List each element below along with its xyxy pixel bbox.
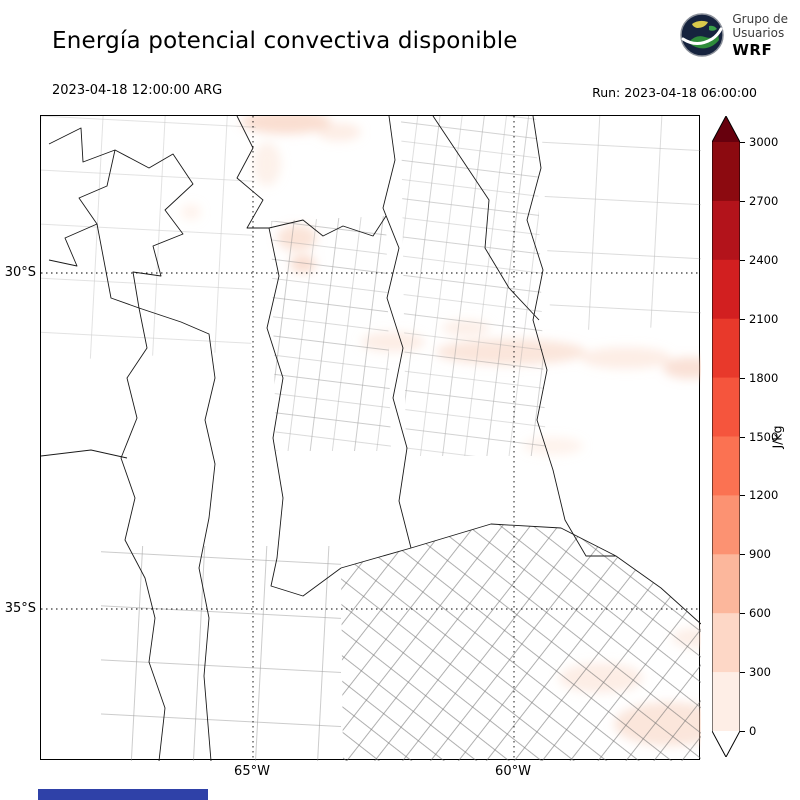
logo-text-line1: Grupo de <box>732 12 788 26</box>
colorbar-tick-label: 1500 <box>739 429 779 444</box>
x-tick-60w: 60°W <box>495 764 531 779</box>
colorbar-tick-label: 1800 <box>739 370 779 385</box>
colorbar-tick-label: 0 <box>739 724 757 738</box>
colorbar-tick-label: 600 <box>740 606 771 621</box>
department-boundaries <box>41 116 701 761</box>
wrf-users-group-logo: Grupo de Usuarios WRF <box>679 12 788 59</box>
footer-bar <box>38 789 208 800</box>
colorbar-tick-label: 900 <box>740 547 771 562</box>
colorbar-tick-label: 300 <box>740 665 771 680</box>
map-plot <box>41 116 701 761</box>
colorbar-segment <box>712 318 740 379</box>
logo-text-wrf: WRF <box>732 40 773 59</box>
globe-icon <box>680 13 725 58</box>
colorbar-segment <box>712 613 740 673</box>
logo-text: Grupo de Usuarios WRF <box>732 12 788 59</box>
colorbar-segment <box>712 259 740 320</box>
colorbar-segment <box>712 377 740 437</box>
colorbar-tick-label: 2400 <box>739 252 779 267</box>
colorbar-segment <box>712 672 740 732</box>
colorbar-tick-label: 1200 <box>739 488 779 503</box>
colorbar-extend-arrow <box>712 116 740 142</box>
colorbar-tick-label: 3000 <box>739 135 779 149</box>
colorbar-ticks: 3000 2700 2400 2100 1800 1500 1200 900 600 300 0 <box>739 116 792 757</box>
province-borders <box>41 116 701 761</box>
colorbar-segment <box>712 554 740 614</box>
colorbar-unit-label: J/kg <box>769 425 785 449</box>
colorbar-tick-label: 2100 <box>739 311 779 326</box>
y-tick-35s: 35°S <box>4 601 36 616</box>
page-title: Energía potencial convectiva disponible <box>52 28 518 54</box>
colorbar <box>712 116 740 757</box>
colorbar-extend-arrow <box>712 731 740 757</box>
colorbar-segments <box>712 116 740 757</box>
logo-text-line2: Usuarios <box>732 26 785 41</box>
x-tick-65w: 65°W <box>234 764 270 779</box>
run-time-label: Run: 2023-04-18 06:00:00 <box>592 85 757 100</box>
gridlines <box>41 116 701 761</box>
map-canvas <box>40 115 701 761</box>
y-tick-30s: 30°S <box>4 265 36 280</box>
colorbar-tick-label: 2700 <box>739 193 779 208</box>
colorbar-segment <box>712 142 740 202</box>
colorbar-segment <box>712 495 740 555</box>
colorbar-segment <box>712 436 740 496</box>
colorbar-segment <box>712 200 740 261</box>
valid-time-label: 2023-04-18 12:00:00 ARG <box>52 83 223 98</box>
